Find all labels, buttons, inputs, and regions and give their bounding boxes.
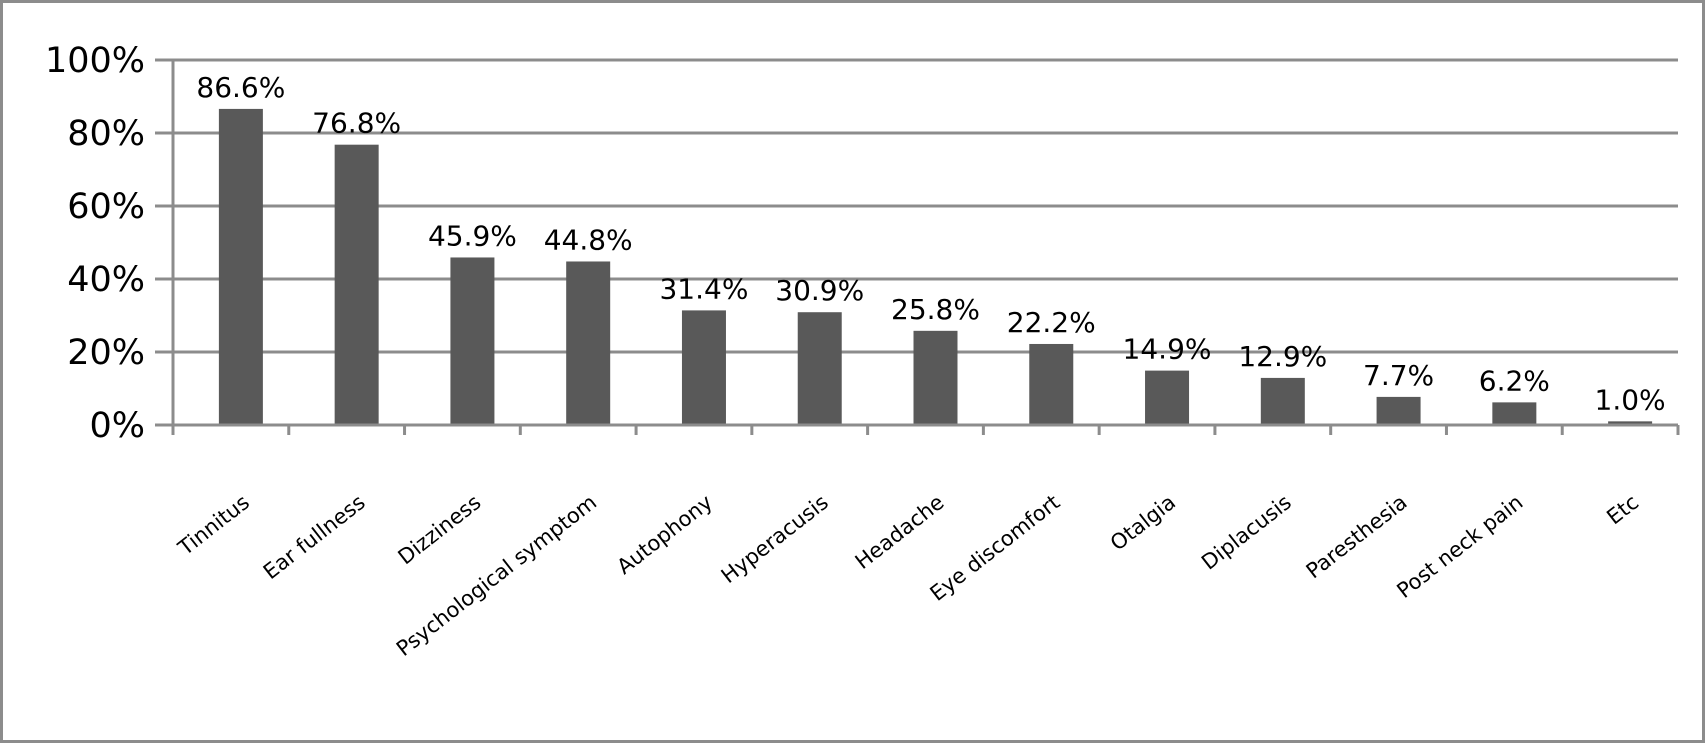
bar	[334, 144, 379, 425]
y-tick-label: 40%	[67, 260, 145, 300]
category-label: Autophony	[612, 490, 717, 579]
data-label: 76.8%	[312, 107, 401, 140]
x-axis	[171, 60, 1680, 435]
category-label: Otalgia	[1106, 490, 1180, 555]
category-label: Psychological symptom	[392, 490, 601, 661]
gridlines	[155, 58, 1678, 354]
y-tick-label: 0%	[89, 406, 145, 446]
data-label: 31.4%	[659, 272, 748, 305]
bar-chart: 0% 20% 40% 60% 80% 100% 86.6% 76.8% 45.9% 44.8% 3…	[45, 41, 1680, 661]
bar	[797, 312, 842, 425]
data-label: 22.2%	[1007, 306, 1096, 339]
category-label: Tinnitus	[173, 490, 254, 561]
data-label: 7.7%	[1363, 359, 1434, 392]
bar	[1608, 421, 1653, 425]
y-axis-ticks: 0% 20% 40% 60% 80% 100%	[45, 41, 173, 446]
bar	[681, 310, 726, 425]
bar	[1492, 402, 1537, 425]
data-label: 86.6%	[196, 71, 285, 104]
bar	[1029, 343, 1074, 425]
y-tick-label: 20%	[67, 333, 145, 373]
bar	[218, 108, 263, 425]
bar	[1145, 370, 1190, 425]
bar	[566, 261, 611, 425]
data-label: 12.9%	[1238, 340, 1327, 373]
y-tick-label: 100%	[45, 41, 145, 81]
data-labels: 86.6% 76.8% 45.9% 44.8% 31.4% 30.9% 25.8% 22.2%…	[196, 71, 1665, 416]
category-label: Etc	[1602, 490, 1643, 529]
data-label: 6.2%	[1479, 364, 1550, 397]
category-label: Diplacusis	[1197, 490, 1296, 575]
y-tick-label: 60%	[67, 187, 145, 227]
data-label: 30.9%	[775, 274, 864, 307]
bar	[1260, 377, 1305, 425]
y-tick-label: 80%	[67, 114, 145, 154]
data-label: 14.9%	[1123, 333, 1212, 366]
category-label: Headache	[851, 490, 949, 574]
bar	[913, 330, 958, 425]
category-labels: Tinnitus Ear fullness DizzinessPsychologic…	[173, 490, 1643, 661]
category-label: Dizziness	[394, 490, 486, 569]
category-label: Ear fullness	[259, 490, 370, 584]
category-label: Hyperacusis	[717, 490, 833, 588]
data-label: 1.0%	[1595, 383, 1666, 416]
category-label: Post neck pain	[1392, 490, 1527, 603]
bar	[1376, 396, 1421, 425]
bar	[450, 257, 495, 425]
bars	[218, 108, 1653, 425]
data-label: 44.8%	[544, 223, 633, 256]
data-label: 45.9%	[428, 219, 517, 252]
data-label: 25.8%	[891, 293, 980, 326]
category-label: Paresthesia	[1302, 490, 1412, 583]
